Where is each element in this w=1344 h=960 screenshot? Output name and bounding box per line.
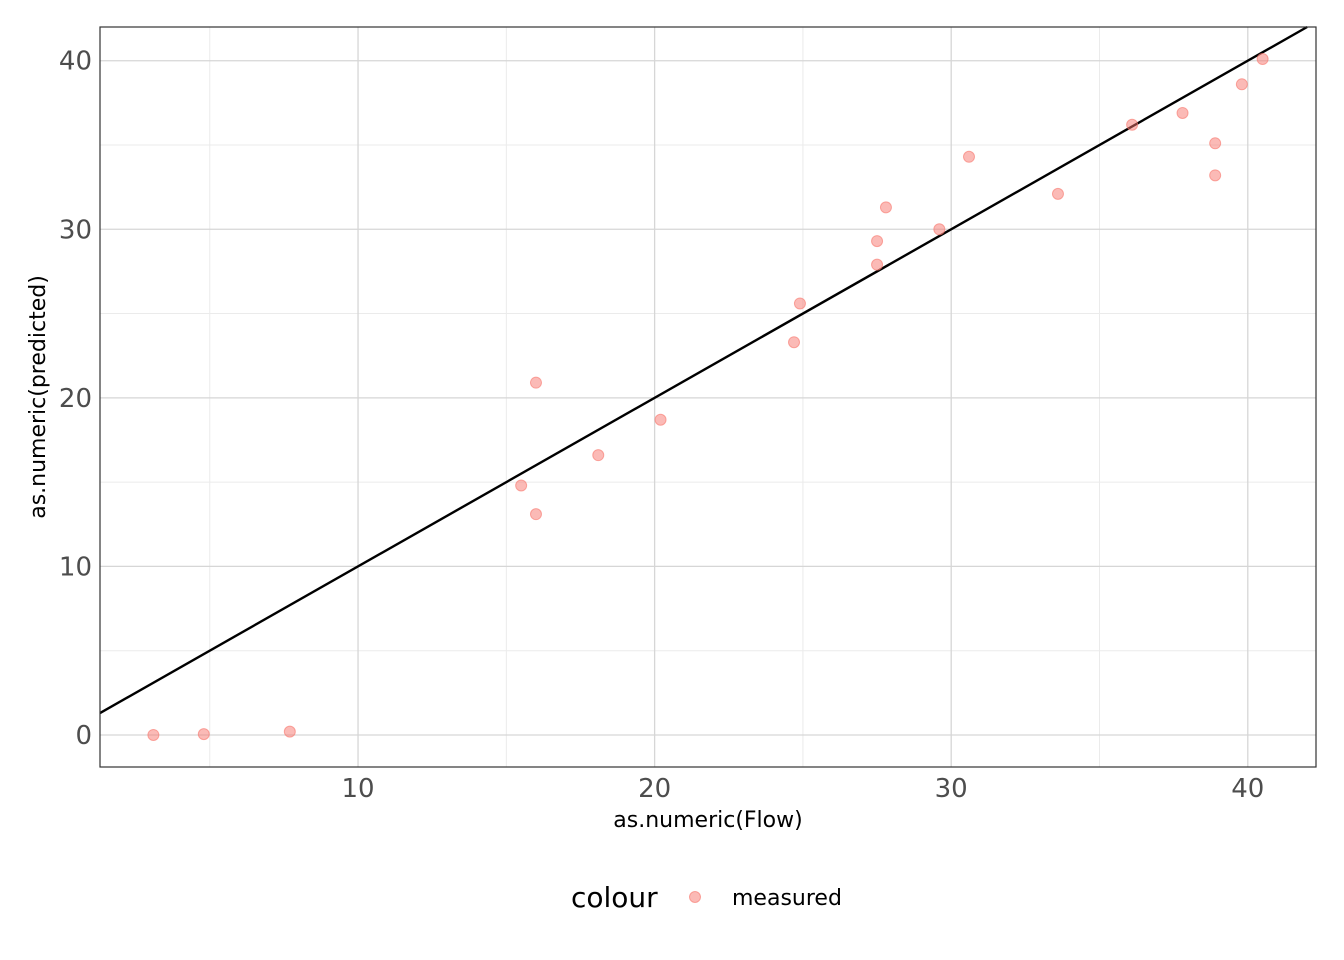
x-axis-title: as.numeric(Flow) [613, 808, 802, 833]
data-point [793, 297, 806, 310]
x-axis-ticks: 10 20 30 40 [341, 774, 1264, 804]
y-axis-title: as.numeric(predicted) [26, 275, 51, 519]
data-point [529, 508, 542, 521]
data-point [529, 376, 542, 389]
data-point [283, 725, 296, 738]
legend-title: colour [571, 881, 658, 914]
data-point [871, 235, 884, 248]
data-point [1051, 187, 1064, 200]
data-point [1209, 169, 1222, 182]
y-axis-ticks: 0 10 20 30 40 [59, 47, 92, 751]
data-point [197, 728, 210, 741]
data-point [871, 258, 884, 271]
data-point [654, 413, 667, 426]
data-point [933, 223, 946, 236]
y-tick-label: 10 [59, 552, 92, 582]
data-point [592, 449, 605, 462]
x-tick-label: 30 [935, 774, 968, 804]
x-tick-label: 10 [341, 774, 374, 804]
data-point [1209, 137, 1222, 150]
y-tick-label: 40 [59, 47, 92, 77]
x-tick-label: 40 [1231, 774, 1264, 804]
data-point [1235, 78, 1248, 91]
data-point [1256, 53, 1269, 66]
legend: colour measured [571, 881, 842, 914]
data-point [879, 201, 892, 214]
data-points [147, 53, 1269, 741]
minor-gridlines [100, 27, 1316, 767]
plot-panel-border [99, 26, 1317, 768]
data-point [1176, 106, 1189, 119]
data-point [1126, 118, 1139, 131]
x-tick-label: 20 [638, 774, 671, 804]
data-point [515, 479, 528, 492]
y-tick-label: 20 [59, 384, 92, 414]
legend-label-measured: measured [732, 886, 842, 911]
data-point [147, 728, 160, 741]
reference-line-layer [99, 25, 1308, 715]
y-tick-label: 0 [75, 721, 92, 751]
data-point [788, 336, 801, 349]
y-tick-label: 30 [59, 215, 92, 245]
data-point [962, 150, 975, 163]
legend-key-measured [689, 891, 701, 903]
reference-line [99, 25, 1308, 715]
